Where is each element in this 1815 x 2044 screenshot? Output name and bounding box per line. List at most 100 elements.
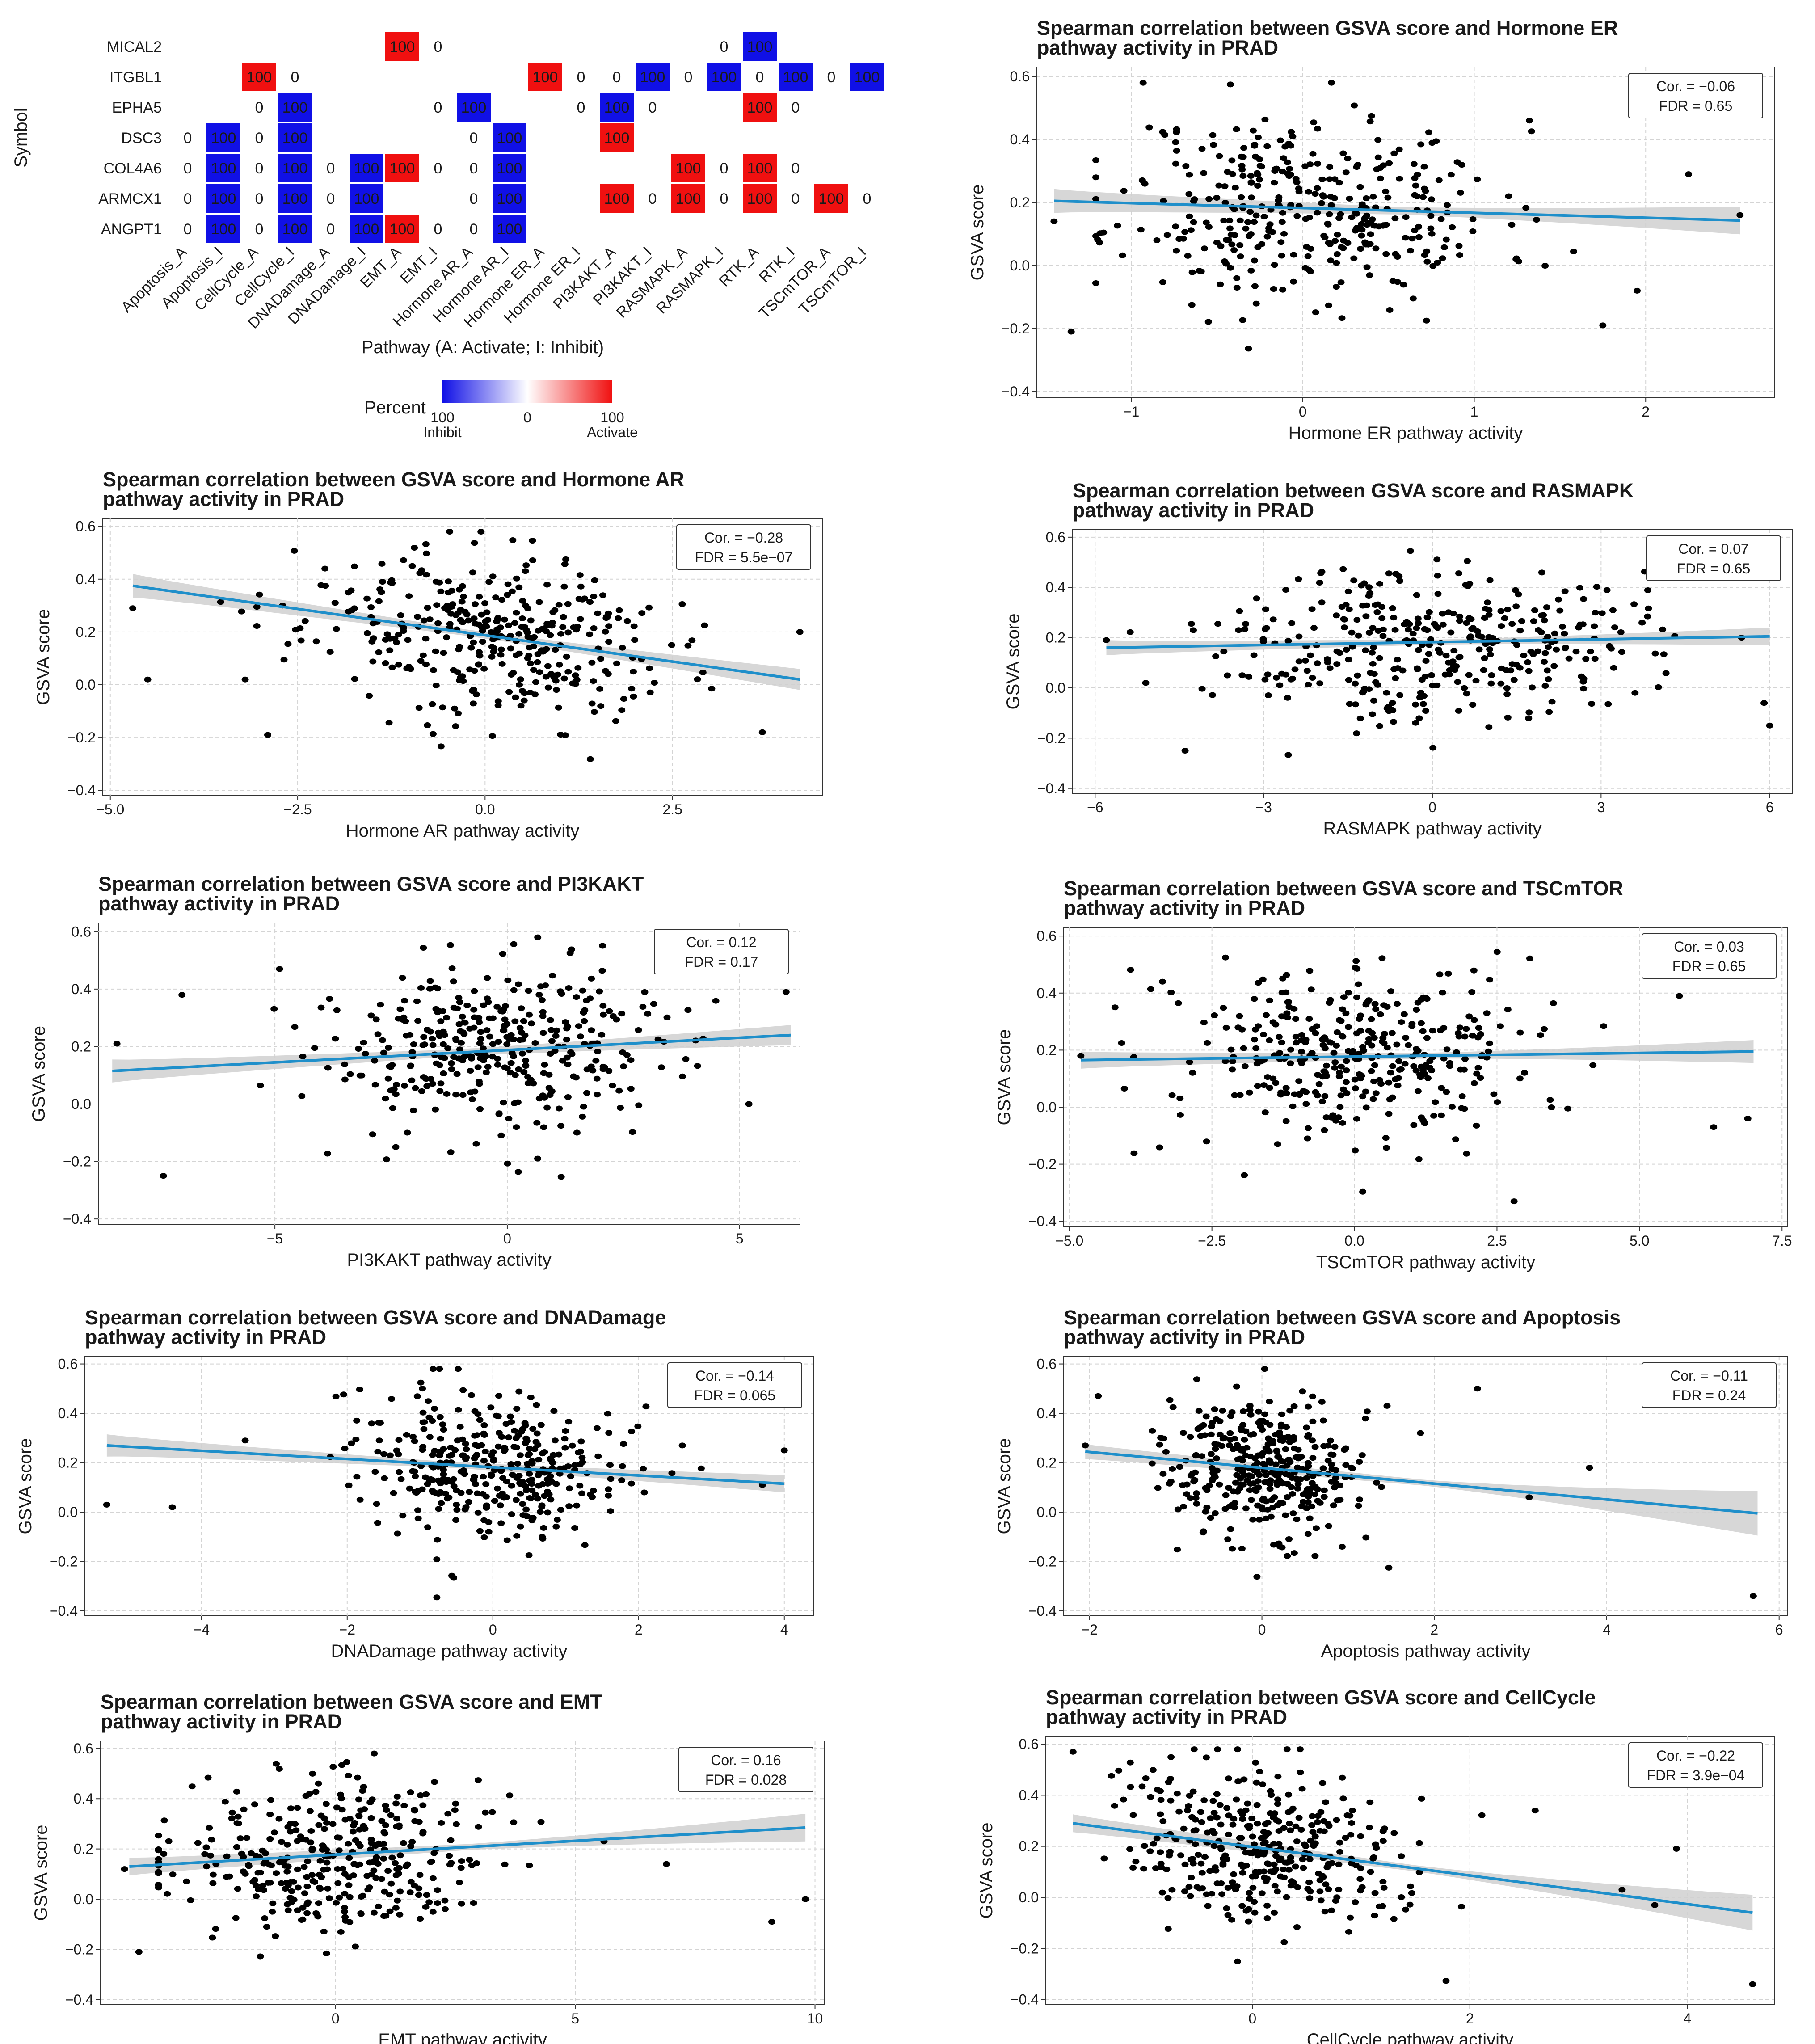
data-point <box>1395 573 1403 579</box>
data-point <box>429 1081 436 1087</box>
data-point <box>504 592 511 598</box>
data-point <box>1304 1433 1311 1440</box>
data-point <box>509 1472 516 1478</box>
data-point <box>1142 1775 1150 1781</box>
data-point <box>1246 1407 1254 1413</box>
heatmap-cell-value: 100 <box>282 190 308 207</box>
data-point <box>1236 608 1243 614</box>
data-point <box>437 743 445 750</box>
x-axis-label: CellCycle pathway activity <box>1307 2030 1513 2044</box>
heatmap-cell-value: 100 <box>604 190 630 207</box>
data-point <box>1308 606 1316 612</box>
data-point <box>1222 237 1230 243</box>
data-point <box>309 1878 317 1884</box>
data-point <box>1290 1550 1298 1556</box>
data-point <box>1295 633 1303 640</box>
data-point <box>1239 1816 1246 1822</box>
data-point <box>1464 558 1471 564</box>
data-point <box>634 1423 642 1429</box>
data-point <box>463 1003 471 1008</box>
data-point <box>1293 1924 1301 1930</box>
data-point <box>1231 185 1239 191</box>
data-point <box>432 1106 439 1113</box>
data-point <box>1558 624 1566 630</box>
data-point <box>481 600 488 606</box>
data-point <box>480 666 488 672</box>
data-point <box>1343 1067 1350 1074</box>
data-point <box>1305 1493 1312 1500</box>
data-point <box>384 1075 392 1082</box>
data-point <box>1252 1488 1260 1494</box>
fdr-label: FDR = 0.065 <box>694 1387 775 1403</box>
data-point <box>1339 1086 1347 1092</box>
data-point <box>1255 1408 1262 1415</box>
data-point <box>486 1015 493 1021</box>
data-point <box>1283 972 1290 978</box>
data-point <box>397 612 404 618</box>
data-point <box>1421 674 1429 680</box>
data-point <box>1543 604 1550 611</box>
data-point <box>1276 1857 1284 1863</box>
data-point <box>1277 1092 1284 1098</box>
data-point <box>498 1434 505 1440</box>
data-point <box>387 1087 395 1094</box>
data-point <box>640 1489 648 1496</box>
data-point <box>424 722 431 728</box>
data-point <box>1254 1821 1261 1827</box>
data-point <box>445 578 452 585</box>
data-point <box>1254 1502 1261 1509</box>
data-point <box>301 618 309 624</box>
data-point <box>1159 279 1166 285</box>
data-point <box>1630 601 1638 607</box>
data-point <box>1292 1033 1300 1040</box>
data-point <box>1238 194 1245 200</box>
data-point <box>1342 169 1350 176</box>
data-point <box>393 1816 400 1822</box>
data-point <box>597 656 605 662</box>
data-point <box>1245 233 1253 239</box>
data-point <box>535 991 543 998</box>
data-point <box>1229 1546 1236 1552</box>
data-point <box>455 586 463 593</box>
data-point <box>439 1041 447 1047</box>
data-point <box>489 1041 497 1047</box>
data-point <box>1320 1443 1328 1449</box>
data-point <box>1164 1926 1172 1932</box>
data-point <box>521 1420 529 1426</box>
data-point <box>588 659 596 666</box>
data-point <box>507 1060 515 1066</box>
data-point <box>1434 260 1441 266</box>
data-point <box>1288 129 1295 135</box>
data-point <box>426 978 434 984</box>
data-point <box>353 1417 361 1424</box>
data-point <box>469 688 476 694</box>
data-point <box>534 934 542 940</box>
data-point <box>369 1131 376 1138</box>
data-point <box>1193 1500 1200 1507</box>
data-point <box>540 1124 547 1130</box>
data-point <box>395 1824 403 1830</box>
heatmap-cell-value: 0 <box>792 99 800 116</box>
data-point <box>1239 1870 1246 1876</box>
data-point <box>1190 1746 1198 1753</box>
data-point <box>1556 607 1564 614</box>
data-point <box>1100 229 1108 236</box>
data-point <box>504 1160 511 1167</box>
data-point <box>257 1083 264 1088</box>
data-point <box>568 946 575 952</box>
data-point <box>1481 655 1488 661</box>
data-point <box>1333 260 1340 266</box>
data-point <box>577 1033 584 1040</box>
data-point <box>505 622 512 628</box>
data-point <box>525 988 532 994</box>
heatmap-cell <box>350 154 383 182</box>
data-point <box>1513 642 1520 648</box>
data-point <box>1535 627 1542 633</box>
x-tick-label: −6 <box>1087 799 1103 815</box>
data-point <box>501 1023 508 1028</box>
data-point <box>1182 163 1190 169</box>
data-point <box>351 1820 358 1826</box>
data-point <box>372 1016 380 1023</box>
